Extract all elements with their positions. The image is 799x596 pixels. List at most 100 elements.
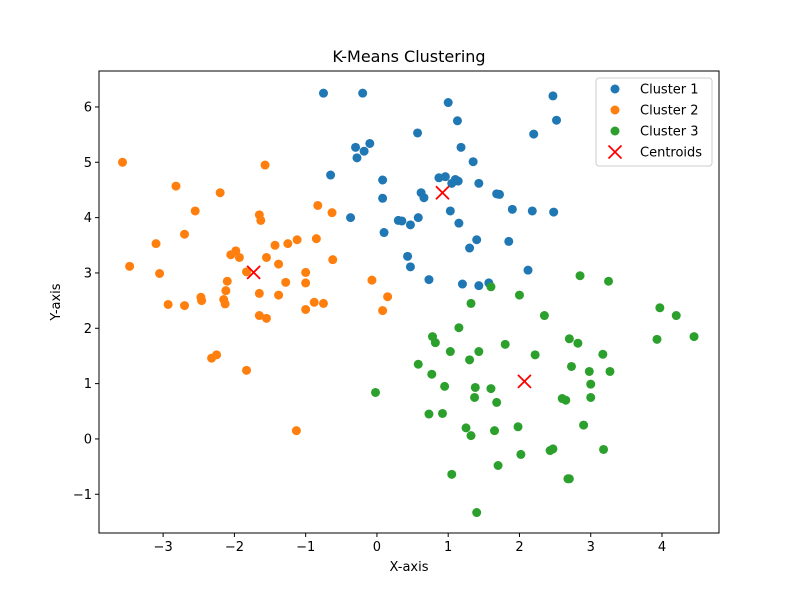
data-point bbox=[466, 431, 476, 441]
y-axis-label: Y-axis bbox=[49, 283, 64, 321]
data-point bbox=[326, 170, 336, 180]
data-point bbox=[474, 178, 484, 188]
data-point bbox=[486, 282, 496, 292]
data-point bbox=[378, 193, 388, 203]
data-point bbox=[254, 288, 264, 298]
data-point bbox=[513, 422, 523, 432]
data-point bbox=[234, 252, 244, 262]
data-point bbox=[379, 228, 389, 238]
data-point bbox=[359, 146, 369, 156]
data-point bbox=[383, 292, 393, 302]
data-point bbox=[447, 469, 457, 479]
x-tick-label: 0 bbox=[373, 540, 381, 555]
data-point bbox=[492, 397, 502, 407]
data-point bbox=[472, 508, 482, 518]
data-point bbox=[507, 204, 517, 214]
data-point bbox=[318, 88, 328, 98]
data-point bbox=[190, 206, 200, 216]
series-cluster-1 bbox=[318, 88, 562, 291]
data-point bbox=[466, 298, 476, 308]
x-tick-label: −1 bbox=[296, 540, 315, 555]
data-point bbox=[163, 299, 173, 309]
data-point bbox=[226, 250, 236, 260]
x-tick-label: 3 bbox=[587, 540, 595, 555]
data-point bbox=[527, 206, 537, 216]
x-axis-ticks: −3 −2 −1 0 1 2 3 4 bbox=[154, 533, 666, 555]
data-point bbox=[221, 286, 231, 296]
y-tick-label: 6 bbox=[84, 100, 92, 115]
data-point bbox=[180, 229, 190, 239]
legend-item-cluster-3: Cluster 3 bbox=[610, 125, 699, 140]
data-point bbox=[274, 290, 284, 300]
data-point bbox=[549, 207, 559, 217]
data-point bbox=[523, 265, 533, 275]
data-point bbox=[514, 290, 524, 300]
data-point bbox=[311, 234, 321, 244]
data-point bbox=[352, 153, 362, 163]
data-point bbox=[443, 98, 453, 108]
legend-marker bbox=[610, 84, 620, 94]
data-point bbox=[207, 353, 217, 363]
data-point bbox=[445, 206, 455, 216]
data-point bbox=[397, 216, 407, 226]
data-point bbox=[405, 220, 415, 230]
legend-label: Cluster 1 bbox=[640, 83, 699, 98]
data-point bbox=[564, 334, 574, 344]
data-point bbox=[125, 261, 135, 271]
data-point bbox=[281, 277, 291, 287]
data-point bbox=[358, 88, 368, 98]
data-point bbox=[563, 474, 573, 484]
data-point bbox=[454, 218, 464, 228]
x-axis-label: X-axis bbox=[390, 560, 429, 575]
data-point bbox=[155, 269, 165, 279]
data-point bbox=[500, 339, 510, 349]
data-point bbox=[283, 239, 293, 249]
data-point bbox=[197, 296, 207, 306]
data-point bbox=[575, 271, 585, 281]
data-point bbox=[424, 409, 434, 419]
data-point bbox=[579, 420, 589, 430]
data-point bbox=[689, 332, 699, 342]
x-tick-label: −3 bbox=[154, 540, 173, 555]
centroid-marker bbox=[435, 185, 450, 200]
data-point bbox=[586, 392, 596, 402]
data-point bbox=[454, 323, 464, 333]
data-point bbox=[457, 279, 467, 289]
y-tick-label: 5 bbox=[84, 156, 92, 171]
x-tick-label: −2 bbox=[225, 540, 244, 555]
data-point bbox=[474, 347, 484, 357]
data-point bbox=[413, 128, 423, 138]
centroid-marker bbox=[246, 265, 261, 280]
data-point bbox=[493, 460, 503, 470]
data-point bbox=[440, 172, 450, 182]
data-point bbox=[529, 129, 539, 139]
x-tick-label: 1 bbox=[444, 540, 452, 555]
legend-label: Cluster 2 bbox=[640, 104, 699, 119]
y-tick-label: 0 bbox=[84, 432, 92, 447]
y-tick-label: 3 bbox=[84, 266, 92, 281]
legend-item-cluster-2: Cluster 2 bbox=[610, 104, 699, 119]
data-point bbox=[545, 446, 555, 456]
x-tick-label: 4 bbox=[658, 540, 666, 555]
data-point bbox=[118, 157, 128, 167]
centroid-marker bbox=[517, 374, 532, 389]
data-point bbox=[445, 347, 455, 357]
data-point bbox=[573, 338, 583, 348]
axes-frame bbox=[98, 70, 720, 534]
data-point bbox=[671, 311, 681, 321]
data-point bbox=[470, 382, 480, 392]
data-point bbox=[516, 449, 526, 459]
data-point bbox=[413, 359, 423, 369]
data-point bbox=[367, 275, 377, 285]
y-axis-ticks: −1 0 1 2 3 4 5 6 bbox=[73, 100, 99, 503]
series-cluster-2 bbox=[118, 157, 393, 436]
data-point bbox=[548, 91, 558, 101]
data-point bbox=[365, 138, 375, 148]
data-point bbox=[215, 188, 225, 198]
data-point bbox=[222, 276, 232, 286]
y-tick-label: 4 bbox=[84, 211, 92, 226]
data-point bbox=[220, 299, 230, 309]
data-point bbox=[586, 379, 596, 389]
data-point bbox=[292, 235, 302, 245]
data-point bbox=[301, 304, 311, 314]
